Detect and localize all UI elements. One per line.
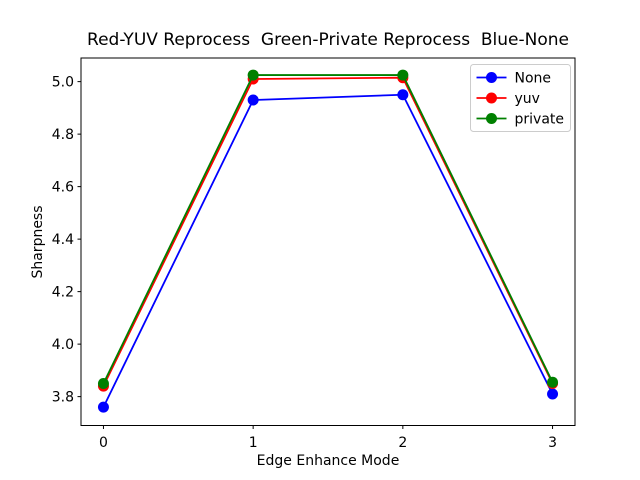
data-point-private-0 (97, 378, 109, 389)
x-axis-label: Edge Enhance Mode (256, 453, 400, 469)
x-tick-label: 3 (548, 435, 557, 451)
legend-label-yuv: yuv (515, 91, 540, 107)
y-tick-label: 4.8 (52, 127, 74, 143)
plot-frame (80, 57, 576, 426)
legend-marker-yuv (486, 92, 497, 104)
data-point-None-3 (547, 388, 559, 400)
y-tick-label: 5.0 (52, 75, 74, 91)
y-tick-label: 3.8 (52, 390, 74, 406)
x-tick-label: 2 (398, 435, 407, 451)
y-tick-label: 4.0 (52, 337, 74, 353)
data-point-private-1 (247, 69, 259, 81)
series-line-private (102, 74, 554, 384)
y-tick-label: 4.4 (52, 232, 74, 248)
chart-title: Red-YUV Reprocess Green-Private Reproces… (87, 30, 569, 50)
x-tick-label: 1 (249, 435, 258, 451)
data-point-private-3 (547, 376, 559, 388)
y-tick-label: 4.6 (52, 180, 74, 196)
data-point-private-2 (397, 69, 409, 81)
y-axis-label: Sharpness (30, 205, 46, 279)
data-point-None-1 (247, 94, 259, 106)
data-point-None-2 (397, 89, 409, 101)
x-tick-label: 0 (99, 435, 108, 451)
y-tick-label: 4.2 (52, 285, 74, 301)
data-point-None-0 (97, 401, 109, 413)
legend-marker-private (486, 113, 497, 124)
series-line-None (102, 93, 554, 408)
legend-label-private: private (515, 112, 565, 128)
legend-marker-None (486, 72, 497, 83)
legend-label-None: None (515, 71, 552, 87)
